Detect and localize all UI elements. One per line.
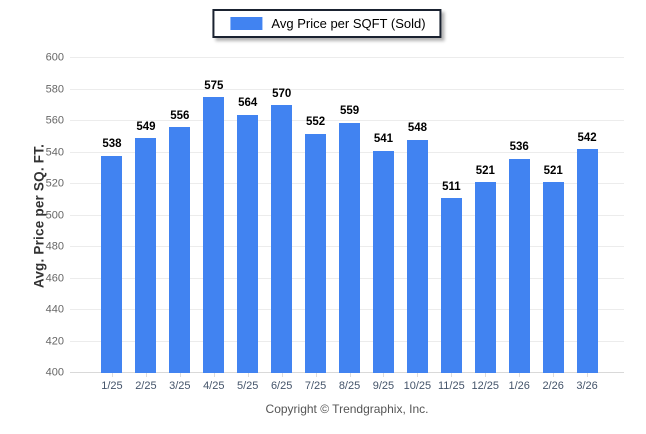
bars-row: 538 549 556 575 564 570 552 559 541 548 511 521 536 5… [95, 58, 604, 377]
y-axis-tick-label: 600 [45, 51, 64, 64]
bar [440, 198, 462, 373]
x-axis-label: 5/25 [237, 380, 259, 392]
y-axis-tick-label: 560 [45, 114, 64, 127]
x-axis-label: 8/25 [338, 380, 361, 392]
x-axis-tick [587, 373, 589, 377]
bar-value-label: 542 [577, 131, 597, 144]
bar-slot: 564 [231, 58, 265, 377]
x-axis-tick [111, 373, 113, 377]
x-axis-label: 2/25 [135, 380, 157, 392]
x-axis-tick [383, 373, 385, 377]
bar [271, 105, 293, 373]
bar-value-label: 552 [306, 116, 326, 129]
x-axis-tick [349, 373, 351, 377]
bar-value-label: 511 [442, 180, 461, 193]
bar-slot: 559 [333, 58, 367, 377]
x-axis-label: 3/25 [169, 380, 191, 392]
copyright-text: Copyright © Trendgraphix, Inc. [265, 402, 429, 416]
y-axis-tick-label: 440 [45, 303, 64, 316]
bar [406, 139, 428, 373]
bar [542, 182, 564, 373]
bar-value-label: 564 [238, 97, 258, 110]
bar [135, 138, 157, 373]
gridline [70, 57, 624, 58]
x-axis-label: 9/25 [372, 380, 395, 392]
x-axis-tick [247, 373, 249, 377]
x-axis-tick [485, 373, 487, 377]
gridline [70, 88, 624, 90]
bar-slot: 538 [95, 58, 129, 377]
bar-slot: 536 [502, 58, 536, 377]
y-axis-tick-label: 520 [45, 177, 64, 190]
x-axis-tick [417, 373, 419, 377]
y-axis-tick-label: 480 [45, 240, 64, 253]
plot-area: 538 549 556 575 564 570 552 559 541 548 511 521 536 5… [70, 57, 624, 377]
bar-slot: 542 [570, 58, 604, 377]
bar [474, 182, 496, 373]
y-axis-tick-label: 580 [45, 83, 64, 95]
bar-slot: 521 [536, 58, 570, 377]
x-axis-label: 2/26 [542, 380, 564, 392]
x-axis-label: 12/25 [471, 380, 500, 392]
x-axis-label: 3/26 [576, 380, 598, 392]
legend: Avg Price per SQFT (Sold) [212, 9, 442, 38]
bar-slot: 570 [265, 58, 299, 377]
bar-slot: 521 [468, 58, 502, 377]
bar-value-label: 521 [543, 164, 563, 177]
y-axis-tick-label: 400 [45, 366, 64, 379]
bar [576, 149, 598, 373]
bar-value-label: 559 [339, 105, 360, 118]
bar-value-label: 570 [272, 87, 292, 100]
x-axis-tick [451, 373, 453, 377]
y-axis-tick-labels: 400 420 440 460 480 500 520 540 560 580 600 [0, 52, 64, 378]
bar [305, 133, 327, 373]
bar [372, 150, 394, 373]
x-axis-tick [553, 373, 555, 377]
bar [237, 114, 259, 373]
bar [508, 158, 530, 373]
x-axis-label: 1/25 [101, 380, 123, 392]
x-axis-tick [179, 373, 181, 377]
bar-value-label: 548 [407, 122, 427, 135]
bar-slot: 548 [400, 58, 434, 377]
bar-slot: 552 [299, 58, 333, 377]
y-axis-tick-label: 420 [45, 335, 64, 347]
bar-value-label: 536 [509, 141, 529, 154]
legend-swatch-icon [230, 17, 263, 30]
bar [339, 122, 361, 373]
bar [203, 97, 225, 373]
bar-value-label: 538 [102, 138, 122, 151]
x-axis-labels: 1/25 2/25 3/25 4/25 5/25 6/25 7/25 8/25 9/25 10/2… [95, 380, 604, 392]
x-axis-label: 1/26 [508, 380, 530, 392]
y-axis-tick-label: 500 [45, 209, 64, 221]
bar-value-label: 541 [373, 133, 394, 146]
bar-slot: 549 [129, 58, 163, 377]
x-axis-label: 7/25 [304, 380, 327, 392]
bar [169, 127, 191, 373]
bar [101, 155, 123, 373]
gridline [70, 120, 624, 121]
bar-slot: 511 [434, 58, 468, 377]
x-axis-tick [315, 373, 317, 377]
x-axis-tick [281, 373, 283, 377]
bar-value-label: 521 [475, 164, 495, 177]
bar-value-label: 556 [170, 109, 190, 122]
x-axis-label: 4/25 [203, 380, 225, 392]
y-axis-tick-label: 460 [45, 272, 64, 284]
bar-value-label: 549 [136, 120, 156, 133]
bar-slot: 556 [163, 58, 197, 377]
y-axis-tick-label: 540 [45, 146, 64, 158]
x-axis-tick [213, 373, 215, 377]
bar-slot: 541 [367, 58, 401, 377]
x-axis-label: 10/25 [403, 380, 432, 392]
x-axis-label: 11/25 [437, 380, 465, 392]
x-axis-tick [519, 373, 521, 377]
legend-label: Avg Price per SQFT (Sold) [271, 16, 426, 31]
bar-slot: 575 [197, 58, 231, 377]
x-axis-label: 6/25 [270, 380, 293, 392]
x-axis-tick [145, 373, 147, 377]
bar-value-label: 575 [204, 79, 224, 92]
